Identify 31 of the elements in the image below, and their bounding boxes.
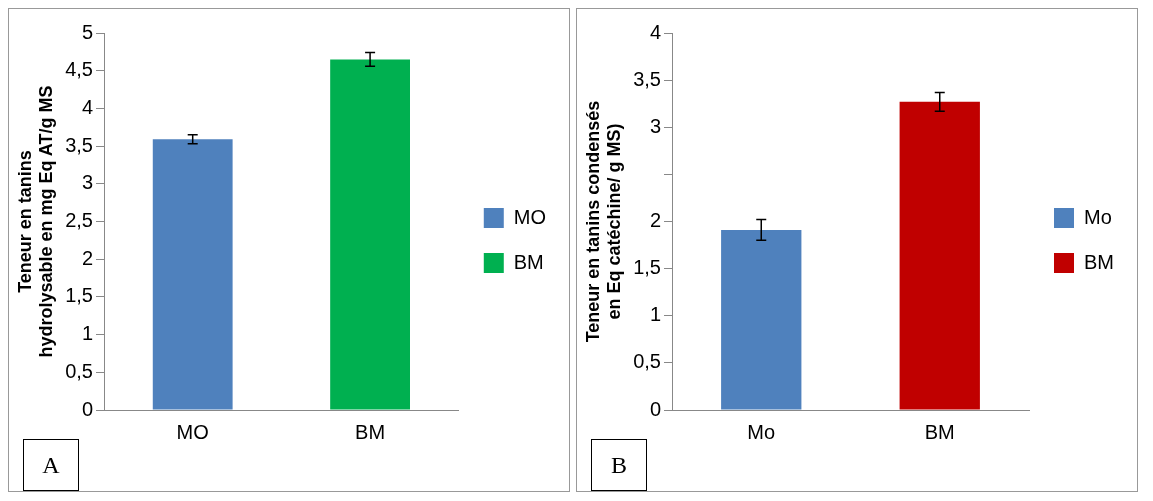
y-tick-label: 0 (649, 397, 661, 420)
y-tick-label: 3,5 (633, 67, 661, 90)
y-tick-label: 1,5 (65, 284, 93, 307)
y-tick-label: 3 (81, 171, 93, 194)
y-tick-label: 0,5 (633, 350, 661, 373)
y-tick-label: 1 (81, 322, 93, 345)
x-tick-label: BM (355, 420, 386, 443)
x-tick-label: BM (924, 420, 955, 443)
y-tick-label: 0 (81, 397, 93, 420)
legend-label: Mo (1084, 205, 1112, 228)
y-tick-label: 2,5 (65, 209, 93, 232)
legend-label: BM (513, 250, 544, 273)
y-tick-label: 1 (649, 303, 661, 326)
y-tick-label: 4 (649, 20, 661, 43)
y-tick-label: 4,5 (65, 58, 93, 81)
text: B (591, 439, 647, 491)
y-tick-label: 2 (81, 246, 93, 269)
x-tick-label: MO (176, 420, 209, 443)
y-tick-label: 0,5 (65, 359, 93, 382)
text: A (23, 439, 79, 491)
legend-label: MO (513, 205, 546, 228)
y-tick-label: 4 (81, 95, 93, 118)
y-tick-label: 3,5 (65, 133, 93, 156)
x-tick-label: Mo (747, 420, 776, 443)
y-tick-label: 5 (81, 20, 93, 43)
legend-label: BM (1084, 250, 1114, 273)
y-tick-label: 1,5 (633, 256, 661, 279)
y-tick-label: 3 (649, 114, 661, 137)
y-axis-title: Teneur en tanins hydrolysable en mg Eq AT/g MS (14, 85, 57, 358)
y-axis-title: Teneur en tanins condensés en Eq catéchine/ g MS) (582, 100, 625, 343)
y-tick-label: 2 (649, 209, 661, 232)
